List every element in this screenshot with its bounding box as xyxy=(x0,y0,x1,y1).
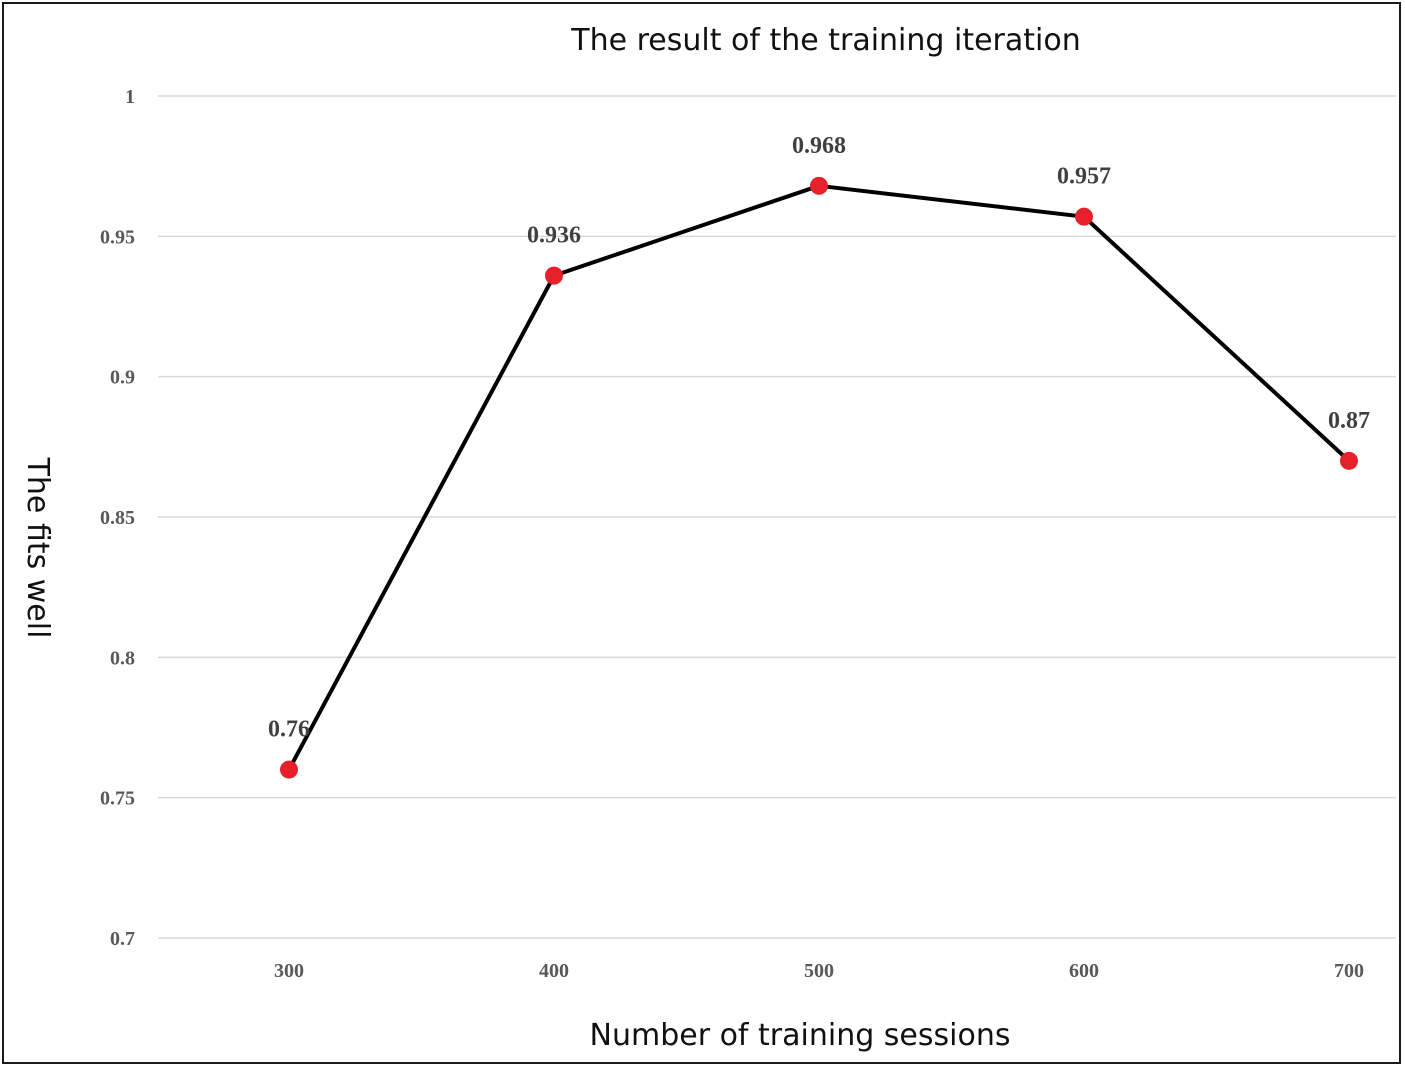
y-axis-title: The fits well xyxy=(20,457,55,639)
data-point-marker xyxy=(1340,451,1358,470)
gridlines xyxy=(158,95,1396,939)
y-tick-label: 0.75 xyxy=(100,788,135,810)
y-axis-ticks: 0.7 0.75 0.8 0.85 0.9 0.95 1 xyxy=(100,86,135,950)
x-tick-label: 600 xyxy=(1069,960,1099,982)
y-tick-label: 0.8 xyxy=(110,647,135,669)
y-tick-label: 1 xyxy=(125,86,135,108)
data-label: 0.936 xyxy=(527,223,581,249)
y-tick-label: 0.95 xyxy=(100,226,135,248)
chart-title: The result of the training iteration xyxy=(570,23,1080,58)
data-label: 0.76 xyxy=(268,717,310,743)
x-tick-label: 300 xyxy=(274,960,304,982)
y-tick-label: 0.9 xyxy=(110,367,135,389)
x-axis-title: Number of training sessions xyxy=(590,1018,1011,1053)
series-markers xyxy=(280,176,1358,779)
y-tick-label: 0.85 xyxy=(100,507,135,529)
x-axis-ticks: 300 400 500 600 700 xyxy=(274,960,1364,982)
data-point-marker xyxy=(545,266,563,285)
data-label: 0.968 xyxy=(792,133,846,159)
data-label: 0.87 xyxy=(1328,408,1370,434)
data-labels: 0.76 0.936 0.968 0.957 0.87 xyxy=(268,133,1370,743)
x-tick-label: 500 xyxy=(804,960,834,982)
x-tick-label: 400 xyxy=(539,960,569,982)
series-line-layer xyxy=(287,183,1351,771)
y-tick-label: 0.7 xyxy=(110,928,135,950)
data-point-marker xyxy=(280,760,298,779)
data-label: 0.957 xyxy=(1057,164,1111,190)
series-line xyxy=(287,183,1351,771)
data-point-marker xyxy=(810,176,828,195)
data-point-marker xyxy=(1075,207,1093,226)
x-tick-label: 700 xyxy=(1334,960,1364,982)
